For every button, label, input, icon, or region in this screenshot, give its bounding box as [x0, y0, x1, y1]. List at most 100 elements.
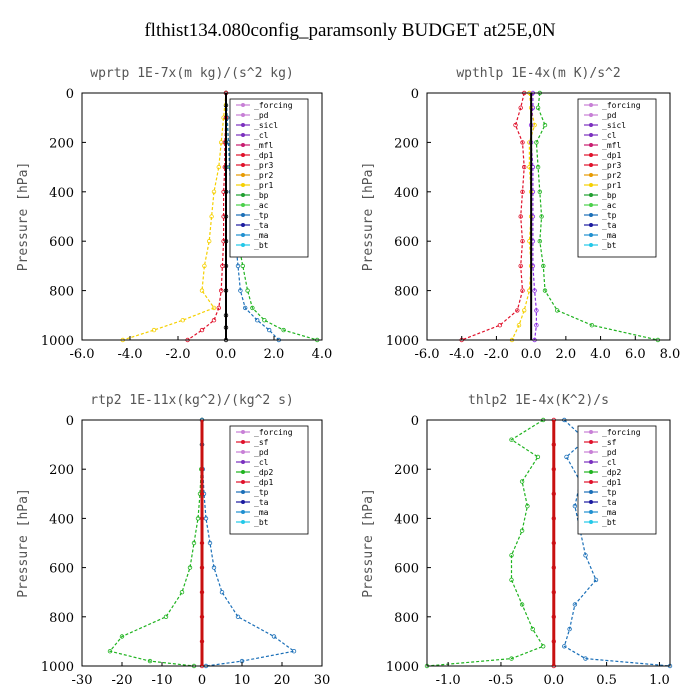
legend-marker: [241, 430, 245, 434]
legend-marker: [241, 103, 245, 107]
legend-label: _sicl: [254, 121, 278, 130]
y-tick-label: 400: [394, 512, 419, 527]
data-point: [235, 614, 241, 619]
data-point: [509, 577, 514, 583]
data-point: [518, 105, 523, 110]
legend-label: _mfl: [602, 141, 621, 150]
legend-label: _bt: [602, 518, 617, 527]
legend-marker: [589, 103, 593, 107]
legend-marker: [241, 163, 245, 167]
legend-label: _cl: [254, 458, 269, 467]
legend-label: _dp1: [602, 478, 621, 487]
legend-label: _sicl: [602, 121, 626, 130]
figure-title: flthist134.080config_paramsonly BUDGET a…: [144, 20, 556, 41]
data-point: [255, 318, 260, 323]
legend-marker: [241, 183, 245, 187]
legend-marker: [241, 460, 245, 464]
data-point: [211, 318, 217, 323]
legend-label: _pr2: [254, 171, 273, 180]
data-point: [589, 323, 595, 328]
y-tick-label: 200: [49, 136, 74, 151]
panel-1: wprtp 1E-7x(m kg)/(s^2 kg) Pressure [hPa]…: [16, 66, 332, 362]
legend-marker: [241, 153, 245, 157]
data-point: [534, 308, 539, 313]
data-point: [518, 263, 523, 269]
data-point: [520, 140, 525, 145]
legend-label: _bt: [254, 241, 269, 250]
data-point: [238, 288, 243, 293]
x-tick-label: 0: [198, 673, 206, 688]
legend-marker: [589, 113, 593, 117]
legend-marker: [241, 450, 245, 454]
data-point: [207, 540, 213, 546]
data-point: [163, 614, 169, 619]
y-tick-label: 800: [394, 285, 419, 300]
y-tick-label: 600: [49, 235, 74, 250]
data-point: [513, 122, 518, 128]
data-point: [219, 590, 225, 595]
data-point: [534, 323, 539, 328]
x-tick-label: -4.0: [117, 347, 142, 362]
data-point: [107, 649, 113, 654]
data-point: [562, 644, 567, 649]
data-point: [572, 503, 578, 509]
legend-marker: [241, 203, 245, 207]
data-point: [564, 454, 569, 460]
data-point: [542, 288, 548, 293]
y-axis-label: Pressure [hPa]: [16, 162, 31, 272]
series-line: [563, 419, 671, 667]
legend-marker: [241, 143, 245, 147]
legend-label: _tp: [602, 488, 617, 497]
legend-label: _ma: [602, 231, 617, 240]
legend-label: _cl: [602, 458, 617, 467]
legend-label: _dp1: [602, 151, 621, 160]
data-point: [555, 308, 560, 313]
x-tick-label: -2.0: [484, 347, 509, 362]
data-point: [218, 288, 224, 293]
data-point: [220, 263, 225, 269]
data-point: [519, 528, 525, 533]
data-point: [535, 164, 541, 170]
data-point: [235, 263, 241, 269]
legend-marker: [589, 133, 593, 137]
legend-marker: [589, 193, 593, 197]
y-tick-label: 600: [394, 562, 419, 577]
x-tick-label: 2.0: [556, 347, 577, 362]
plot-frame: [81, 92, 323, 341]
data-point: [520, 189, 525, 194]
data-point: [519, 602, 525, 607]
x-tick-label: -20: [112, 673, 133, 688]
legend-marker: [589, 450, 593, 454]
y-tick-label: 400: [394, 186, 419, 201]
legend-marker: [241, 113, 245, 117]
data-point: [195, 516, 201, 521]
legend-marker: [241, 193, 245, 197]
data-point: [572, 602, 578, 607]
y-tick-label: 800: [49, 285, 74, 300]
x-tick-label: 10: [234, 673, 251, 688]
data-point: [567, 626, 572, 632]
y-tick-label: 600: [49, 562, 74, 577]
legend-marker: [589, 243, 593, 247]
data-point: [203, 516, 209, 521]
legend-label: _bp: [254, 191, 269, 200]
x-tick-label: 30: [314, 673, 331, 688]
legend-marker: [589, 470, 593, 474]
data-point: [522, 164, 527, 170]
legend-label: _bt: [254, 518, 269, 527]
data-point: [515, 308, 520, 313]
legend-label: _pd: [254, 111, 269, 120]
data-point: [535, 454, 541, 460]
plot-frame: [426, 92, 671, 341]
data-point: [530, 626, 535, 632]
panel-title: wprtp 1E-7x(m kg)/(s^2 kg): [90, 66, 294, 81]
x-tick-label: 0.0: [216, 347, 237, 362]
series-line: [426, 419, 545, 667]
data-point: [191, 540, 197, 546]
data-point: [180, 318, 185, 323]
y-tick-label: 200: [394, 463, 419, 478]
legend-marker: [241, 243, 245, 247]
data-point: [262, 318, 267, 323]
x-tick-label: 0.0: [543, 673, 564, 688]
legend-marker: [589, 520, 593, 524]
